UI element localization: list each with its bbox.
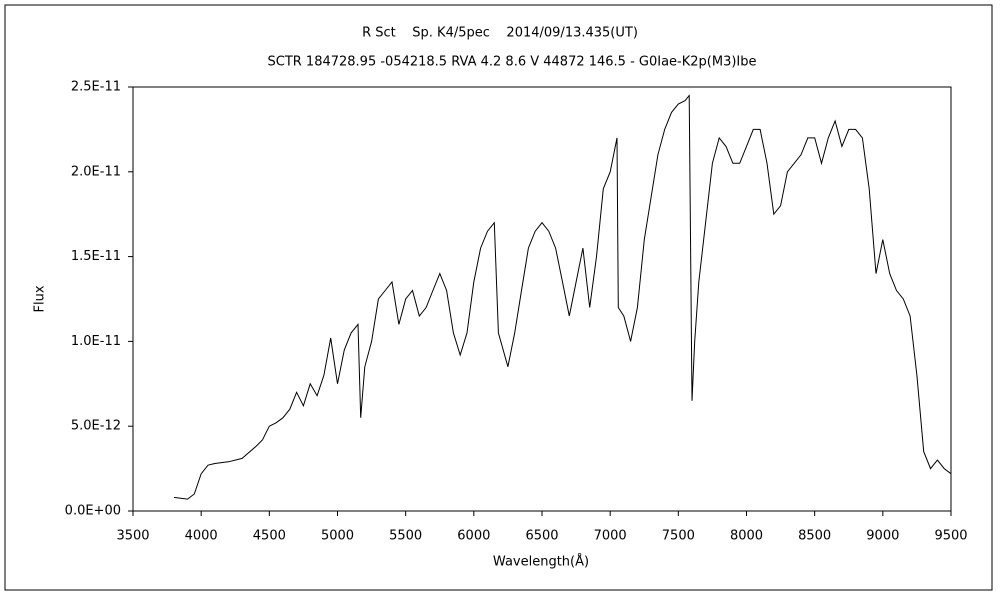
x-tick-label: 5000 <box>321 529 354 544</box>
spectrum-line <box>173 94 952 500</box>
x-tick-label: 4000 <box>185 529 218 544</box>
x-tick-label: 4500 <box>253 529 286 544</box>
x-tick-label: 9000 <box>866 529 899 544</box>
y-tick-label: 0.0E+00 <box>65 504 121 519</box>
chart-title: R Sct Sp. K4/5pec 2014/09/13.435(UT) <box>362 26 638 41</box>
y-tick-label: 5.0E-12 <box>71 419 121 434</box>
x-axis-label: Wavelength(Å) <box>493 554 589 570</box>
y-axis-label: Flux <box>33 285 48 312</box>
y-tick-label: 1.0E-11 <box>71 334 121 349</box>
x-tick-label: 9500 <box>934 529 967 544</box>
x-tick-label: 7500 <box>662 529 695 544</box>
x-tick-label: 6000 <box>457 529 490 544</box>
y-tick-label: 2.5E-11 <box>71 80 121 95</box>
x-tick-label: 7000 <box>594 529 627 544</box>
x-tick-label: 5500 <box>389 529 422 544</box>
y-tick-label: 1.5E-11 <box>71 249 121 264</box>
x-tick-label: 8500 <box>798 529 831 544</box>
x-tick-label: 6500 <box>525 529 558 544</box>
frame <box>4 4 993 591</box>
x-tick-label: 3500 <box>116 529 149 544</box>
chart-subtitle: SCTR 184728.95 -054218.5 RVA 4.2 8.6 V 4… <box>267 55 756 70</box>
y-tick-label: 2.0E-11 <box>71 164 121 179</box>
x-tick-label: 8000 <box>730 529 763 544</box>
